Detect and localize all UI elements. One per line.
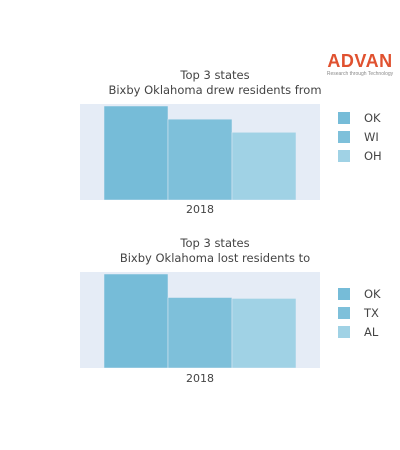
chart-1-bars [103,105,297,200]
chart-1-legend-item[interactable]: OK [338,108,382,127]
chart-1-x-tick: 2018 [186,203,214,216]
legend-swatch [338,149,350,162]
chart-2-x-tick: 2018 [186,372,214,385]
chart-1-legend: OK WI OH [338,108,382,165]
bar-ok[interactable] [103,273,169,368]
logo-wordmark: ADVAN [327,51,393,71]
chart-2-title-line2: Bixby Oklahoma lost residents to [119,251,311,265]
chart-2-title-line1: Top 3 states [180,236,250,250]
legend-swatch [338,306,350,319]
bar-tx[interactable] [167,297,233,369]
chart-1-title: Top 3 states Bixby Oklahoma drew residen… [60,68,370,98]
bar-wi[interactable] [167,118,233,200]
legend-swatch [338,325,350,338]
legend-swatch [338,287,350,300]
legend-label: WI [364,129,379,144]
legend-swatch [338,130,350,143]
chart-2-title: Top 3 states Bixby Oklahoma lost residen… [60,236,370,266]
bar-oh[interactable] [231,132,297,200]
chart-1-legend-item[interactable]: WI [338,127,382,146]
bar-ok[interactable] [103,105,169,200]
chart-1-title-line2: Bixby Oklahoma drew residents from [108,83,322,97]
legend-label: OH [364,148,382,163]
chart-1-legend-item[interactable]: OH [338,146,382,165]
legend-label: OK [364,110,381,125]
advan-logo: ADVAN Research through Technology [324,52,396,77]
legend-label: TX [364,305,379,320]
chart-2-legend: OK TX AL [338,284,381,341]
bar-al[interactable] [231,298,297,368]
chart-1-plot-area [80,104,320,200]
chart-2-plot-area [80,272,320,368]
chart-1-title-line1: Top 3 states [180,68,250,82]
logo-tagline: Research through Technology [326,71,394,77]
legend-label: AL [364,324,379,339]
chart-2-bars [103,273,297,369]
legend-swatch [338,111,350,124]
legend-label: OK [364,286,381,301]
chart-2-legend-item[interactable]: AL [338,322,381,341]
chart-2-legend-item[interactable]: OK [338,284,381,303]
chart-2-legend-item[interactable]: TX [338,303,381,322]
